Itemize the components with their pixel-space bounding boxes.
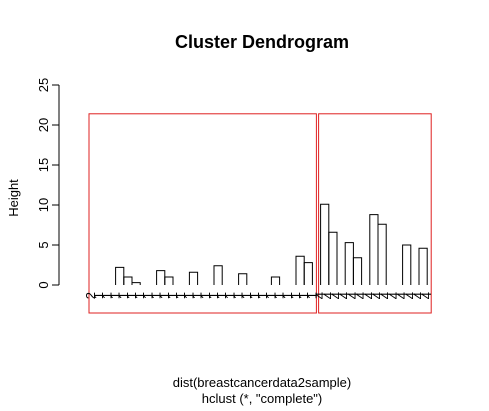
- leaf-label: 4: [362, 292, 377, 299]
- x-axis-label-line1: dist(breastcancerdata2sample): [173, 375, 351, 390]
- leaf-labels: 2111111111111111111111111111444444444444…: [83, 292, 434, 299]
- dendrogram-branch: [156, 270, 166, 285]
- dendrogram-branch: [377, 223, 387, 285]
- dendrogram-branch: [123, 276, 133, 285]
- leaf-label: 1: [140, 292, 155, 299]
- leaf-label: 1: [132, 292, 147, 299]
- dendrogram-branch: [295, 255, 305, 285]
- leaf-label: 4: [337, 292, 352, 299]
- dendrogram-branch: [270, 276, 281, 285]
- leaf-label: 1: [214, 292, 229, 299]
- leaf-label: 4: [419, 292, 434, 299]
- y-tick-label: 25: [36, 78, 51, 92]
- chart-title: Cluster Dendrogram: [175, 32, 349, 52]
- dendrogram-branch: [369, 214, 379, 285]
- leaf-label: 1: [239, 292, 254, 299]
- y-tick-label: 0: [36, 281, 51, 288]
- leaf-label: 1: [288, 292, 303, 299]
- dendrogram-branch: [344, 242, 354, 285]
- y-tick-label: 15: [36, 158, 51, 172]
- y-axis-label: Height: [6, 179, 21, 217]
- leaf-label: 1: [263, 292, 278, 299]
- leaf-label: 1: [108, 292, 123, 299]
- y-axis: 0 5 10 15 20 25: [36, 78, 60, 289]
- leaf-label: 4: [370, 292, 385, 299]
- leaf-label: 4: [386, 292, 401, 299]
- dendrogram-branch: [303, 262, 313, 285]
- dendrogram-branch: [418, 247, 428, 285]
- leaf-label: 1: [247, 292, 262, 299]
- leaf-label: 1: [181, 292, 196, 299]
- leaf-label: 4: [403, 292, 418, 299]
- leaf-label: 4: [411, 292, 426, 299]
- leaf-label: 1: [272, 292, 287, 299]
- leaf-label: 1: [231, 292, 246, 299]
- leaf-label: 1: [124, 292, 139, 299]
- leaf-label: 1: [198, 292, 213, 299]
- leaf-label: 4: [321, 292, 336, 299]
- leaf-label: 4: [354, 292, 369, 299]
- leaf-label: 1: [165, 292, 180, 299]
- cluster-rect: [88, 113, 317, 314]
- leaf-label: 4: [395, 292, 410, 299]
- leaf-label: 1: [173, 292, 188, 299]
- dendrogram-branch: [213, 265, 223, 285]
- dendrogram-branch: [164, 276, 174, 285]
- leaf-label: 4: [313, 292, 328, 299]
- leaf-label: 1: [206, 292, 221, 299]
- y-tick-label: 20: [36, 118, 51, 132]
- dendrogram-branch: [131, 282, 141, 285]
- leaf-label: 1: [255, 292, 270, 299]
- dendrogram-branch: [238, 273, 248, 285]
- dendrogram-branch: [328, 231, 338, 285]
- leaf-label: 1: [157, 292, 172, 299]
- leaf-label: 4: [345, 292, 360, 299]
- x-axis-label-line2: hclust (*, "complete"): [202, 391, 323, 406]
- leaf-label: 1: [280, 292, 295, 299]
- dendrogram-branch: [320, 203, 330, 285]
- dendrogram-branch: [115, 266, 125, 285]
- leaf-label: 1: [91, 292, 106, 299]
- leaf-label: 1: [222, 292, 237, 299]
- leaf-label: 1: [116, 292, 131, 299]
- y-tick-label: 10: [36, 198, 51, 212]
- leaf-label: 1: [190, 292, 205, 299]
- cluster-rectangles: [88, 113, 432, 314]
- leaf-label: 1: [296, 292, 311, 299]
- dendrogram-tree: [115, 203, 428, 285]
- leaf-label: 1: [99, 292, 114, 299]
- y-tick-label: 5: [36, 241, 51, 248]
- dendrogram-branch: [188, 271, 199, 285]
- leaf-label: 1: [149, 292, 164, 299]
- cluster-rect: [318, 113, 432, 314]
- dendrogram-branch: [402, 244, 412, 285]
- dendrogram-branch: [352, 257, 363, 285]
- leaf-label: 4: [329, 292, 344, 299]
- leaf-label: 4: [378, 292, 393, 299]
- leaf-label: 2: [83, 292, 98, 299]
- leaf-label: 1: [304, 292, 319, 299]
